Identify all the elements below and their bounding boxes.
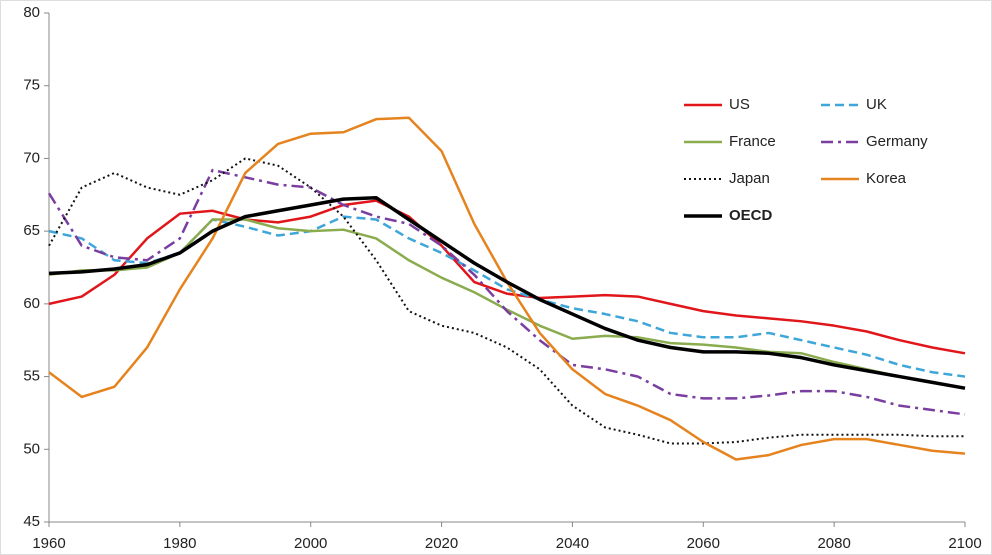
legend-label: Korea bbox=[866, 170, 907, 187]
series-line bbox=[48, 157, 965, 445]
legend-label: OECD bbox=[729, 207, 773, 224]
series-line bbox=[48, 215, 966, 378]
x-tick-label: 2040 bbox=[556, 535, 589, 552]
legend-label: Germany bbox=[866, 133, 928, 150]
x-tick-label: 1960 bbox=[32, 535, 65, 552]
x-tick-label: 2080 bbox=[817, 535, 850, 552]
x-tick-label: 2060 bbox=[687, 535, 720, 552]
y-tick-label: 55 bbox=[23, 368, 40, 385]
y-tick-label: 70 bbox=[23, 149, 40, 166]
legend-label: US bbox=[729, 96, 750, 113]
series-line bbox=[48, 195, 966, 390]
y-tick-label: 75 bbox=[23, 77, 40, 94]
x-tick-label: 2020 bbox=[425, 535, 458, 552]
y-tick-label: 60 bbox=[23, 295, 40, 312]
y-tick-label: 50 bbox=[23, 440, 40, 457]
legend-label: Japan bbox=[729, 170, 770, 187]
y-tick-label: 80 bbox=[23, 4, 40, 21]
y-tick-label: 45 bbox=[23, 513, 40, 530]
series-line bbox=[48, 199, 966, 355]
series-line bbox=[48, 116, 966, 461]
legend-label: France bbox=[729, 133, 776, 150]
legend-label: UK bbox=[866, 96, 887, 113]
series-line bbox=[47, 168, 966, 416]
x-tick-label: 2000 bbox=[294, 535, 327, 552]
x-tick-label: 1980 bbox=[163, 535, 196, 552]
y-tick-label: 65 bbox=[23, 222, 40, 239]
x-tick-label: 2100 bbox=[948, 535, 981, 552]
